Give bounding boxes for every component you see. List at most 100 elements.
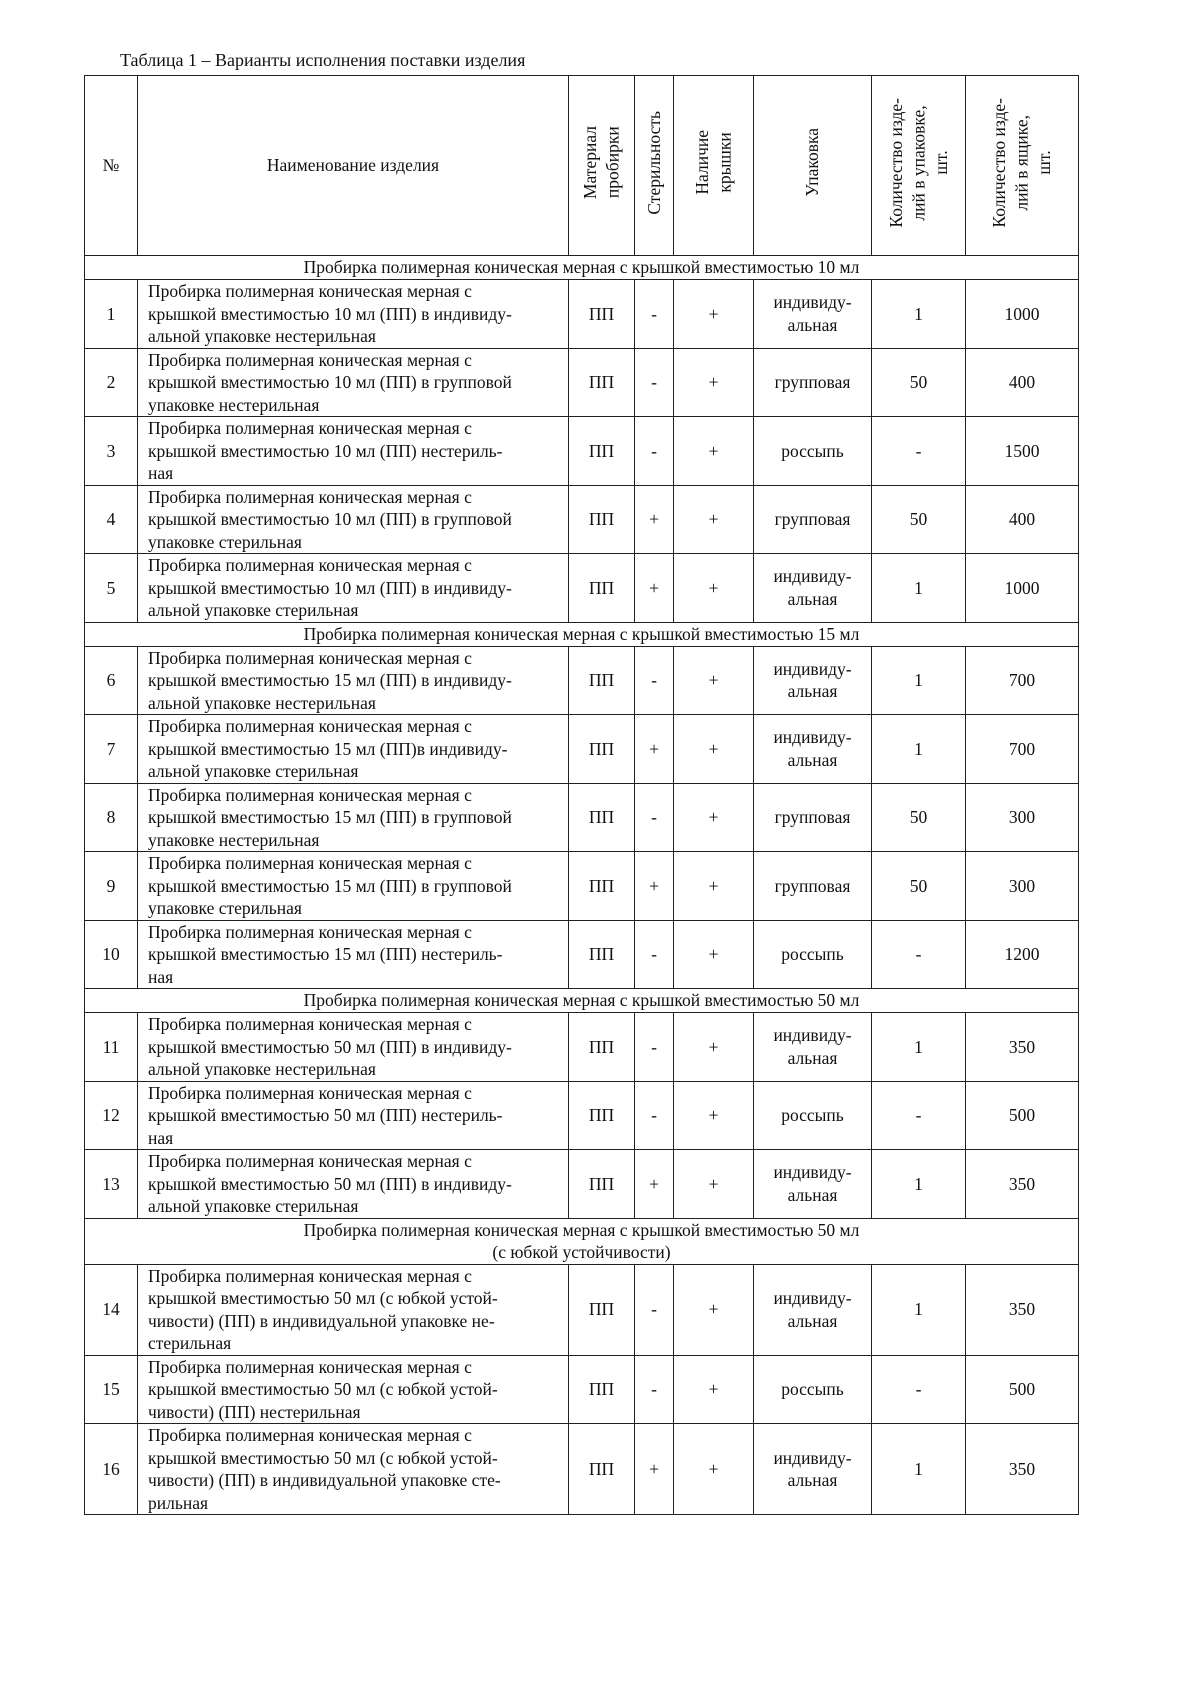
cell: + <box>634 851 674 921</box>
cell: - <box>634 782 674 852</box>
data-row: 1 Пробирка полимерная коническая мерная с… <box>84 279 1079 349</box>
cell: 350 <box>965 1423 1079 1515</box>
data-row: 2 Пробирка полимерная коническая мерная с… <box>84 347 1079 417</box>
cell: 1 <box>871 1012 966 1082</box>
name-cell: Пробирка полимерная коническая мерная с … <box>137 851 569 921</box>
cell: - <box>634 919 674 989</box>
cell: + <box>673 1263 754 1356</box>
header-text: Наличие крышки <box>692 130 735 196</box>
name-cell: Пробирка полимерная коническая мерная с … <box>137 714 569 784</box>
cell: + <box>673 279 754 349</box>
cell: + <box>673 645 754 715</box>
header-cell: Количество изде- лий в ящике, шт. <box>965 75 1079 256</box>
name-cell: Пробирка полимерная коническая мерная с … <box>137 347 569 417</box>
cell: - <box>871 919 966 989</box>
data-row: 9 Пробирка полимерная коническая мерная с… <box>84 851 1079 921</box>
cell: 1 <box>871 645 966 715</box>
cell: ПП <box>568 1149 635 1219</box>
cell: групповая <box>753 347 872 417</box>
cell: - <box>871 416 966 486</box>
cell: групповая <box>753 484 872 554</box>
header-cell: Количество изде- лий в упаковке, шт. <box>871 75 966 256</box>
name-cell: Пробирка полимерная коническая мерная с … <box>137 1012 569 1082</box>
cell: ПП <box>568 279 635 349</box>
cell: индивиду- альная <box>753 1149 872 1219</box>
cell: ПП <box>568 347 635 417</box>
cell: 400 <box>965 347 1079 417</box>
cell: ПП <box>568 645 635 715</box>
cell: 1000 <box>965 553 1079 623</box>
cell: индивиду- альная <box>753 1263 872 1356</box>
cell: ПП <box>568 553 635 623</box>
cell: 1 <box>871 279 966 349</box>
data-row: 5 Пробирка полимерная коническая мерная с… <box>84 553 1079 623</box>
cell: 13 <box>84 1149 138 1219</box>
header-row: № Наименование изделия Материал пробирки Ст… <box>84 75 1079 256</box>
name-cell: Пробирка полимерная коническая мерная с … <box>137 416 569 486</box>
cell: 10 <box>84 919 138 989</box>
cell: ПП <box>568 1080 635 1150</box>
cell: - <box>634 416 674 486</box>
header-cell: № <box>84 75 138 256</box>
cell: + <box>673 1149 754 1219</box>
group-row: Пробирка полимерная коническая мерная с … <box>84 988 1079 1013</box>
cell: индивиду- альная <box>753 1012 872 1082</box>
cell: 350 <box>965 1012 1079 1082</box>
cell: 1 <box>871 1263 966 1356</box>
data-row: 14 Пробирка полимерная коническая мерная … <box>84 1263 1079 1356</box>
table-body: Пробирка полимерная коническая мерная с … <box>84 255 1079 1515</box>
cell: + <box>673 1354 754 1424</box>
cell: 300 <box>965 851 1079 921</box>
header-cell: Наличие крышки <box>673 75 754 256</box>
cell: ПП <box>568 919 635 989</box>
data-row: 15 Пробирка полимерная коническая мерная … <box>84 1354 1079 1424</box>
data-row: 6 Пробирка полимерная коническая мерная с… <box>84 645 1079 715</box>
cell: ПП <box>568 782 635 852</box>
cell: + <box>673 1080 754 1150</box>
cell: 14 <box>84 1263 138 1356</box>
cell: 8 <box>84 782 138 852</box>
cell: + <box>634 1149 674 1219</box>
cell: 4 <box>84 484 138 554</box>
cell: 15 <box>84 1354 138 1424</box>
name-cell: Пробирка полимерная коническая мерная с … <box>137 1354 569 1424</box>
cell: + <box>673 919 754 989</box>
data-row: 11 Пробирка полимерная коническая мерная … <box>84 1012 1079 1082</box>
cell: - <box>634 1012 674 1082</box>
name-cell: Пробирка полимерная коническая мерная с … <box>137 279 569 349</box>
header-text: Материал пробирки <box>580 126 623 200</box>
cell: 1500 <box>965 416 1079 486</box>
cell: индивиду- альная <box>753 1423 872 1515</box>
cell: + <box>673 851 754 921</box>
cell: 16 <box>84 1423 138 1515</box>
cell: 6 <box>84 645 138 715</box>
cell: 700 <box>965 645 1079 715</box>
cell: 1 <box>871 1423 966 1515</box>
cell: - <box>634 1354 674 1424</box>
data-row: 7 Пробирка полимерная коническая мерная с… <box>84 714 1079 784</box>
cell: 1 <box>871 553 966 623</box>
data-row: 12 Пробирка полимерная коническая мерная … <box>84 1080 1079 1150</box>
cell: 11 <box>84 1012 138 1082</box>
cell: + <box>634 714 674 784</box>
cell: 500 <box>965 1354 1079 1424</box>
cell: 1 <box>871 1149 966 1219</box>
cell: 50 <box>871 851 966 921</box>
header-cell: Наименование изделия <box>137 75 569 256</box>
cell: ПП <box>568 1354 635 1424</box>
name-cell: Пробирка полимерная коническая мерная с … <box>137 1423 569 1515</box>
cell: - <box>634 1263 674 1356</box>
cell: 7 <box>84 714 138 784</box>
group-row: Пробирка полимерная коническая мерная с … <box>84 255 1079 280</box>
name-cell: Пробирка полимерная коническая мерная с … <box>137 919 569 989</box>
data-row: 4 Пробирка полимерная коническая мерная с… <box>84 484 1079 554</box>
header-text: Количество изде- лий в упаковке, шт. <box>885 97 951 228</box>
cell: 50 <box>871 782 966 852</box>
cell: 700 <box>965 714 1079 784</box>
cell: + <box>673 714 754 784</box>
cell: - <box>634 1080 674 1150</box>
cell: 1 <box>871 714 966 784</box>
cell: индивиду- альная <box>753 645 872 715</box>
cell: - <box>634 279 674 349</box>
cell: + <box>673 416 754 486</box>
